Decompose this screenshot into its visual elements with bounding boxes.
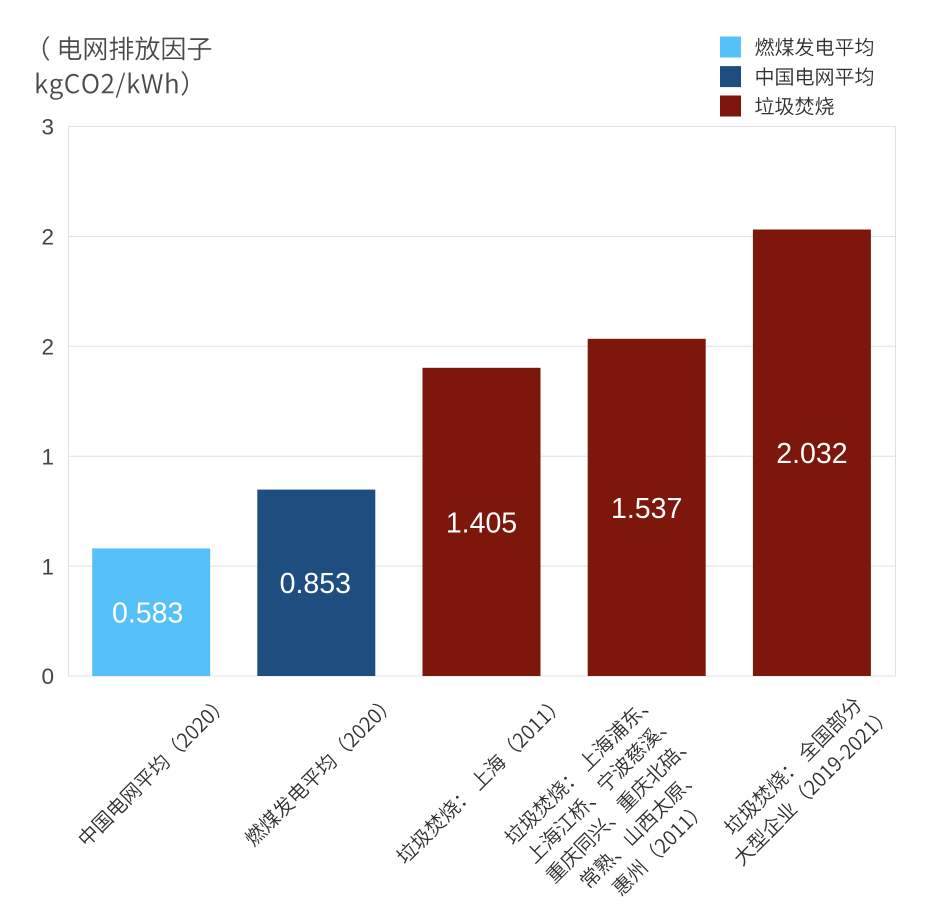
svg-text:1.537: 1.537 [611, 493, 682, 525]
svg-text:0.853: 0.853 [280, 568, 351, 600]
svg-text:2: 2 [41, 335, 54, 360]
svg-text:1: 1 [41, 444, 54, 469]
svg-text:3: 3 [41, 115, 54, 140]
svg-text:0.583: 0.583 [112, 598, 183, 630]
svg-text:1: 1 [41, 554, 54, 579]
svg-text:2.032: 2.032 [776, 438, 847, 470]
svg-text:2: 2 [41, 225, 54, 250]
svg-text:0: 0 [41, 664, 54, 689]
svg-text:1.405: 1.405 [446, 507, 517, 539]
